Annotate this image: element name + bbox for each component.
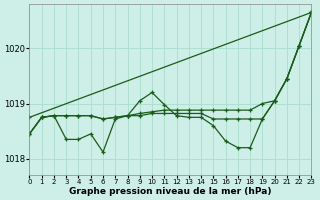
- X-axis label: Graphe pression niveau de la mer (hPa): Graphe pression niveau de la mer (hPa): [69, 187, 272, 196]
